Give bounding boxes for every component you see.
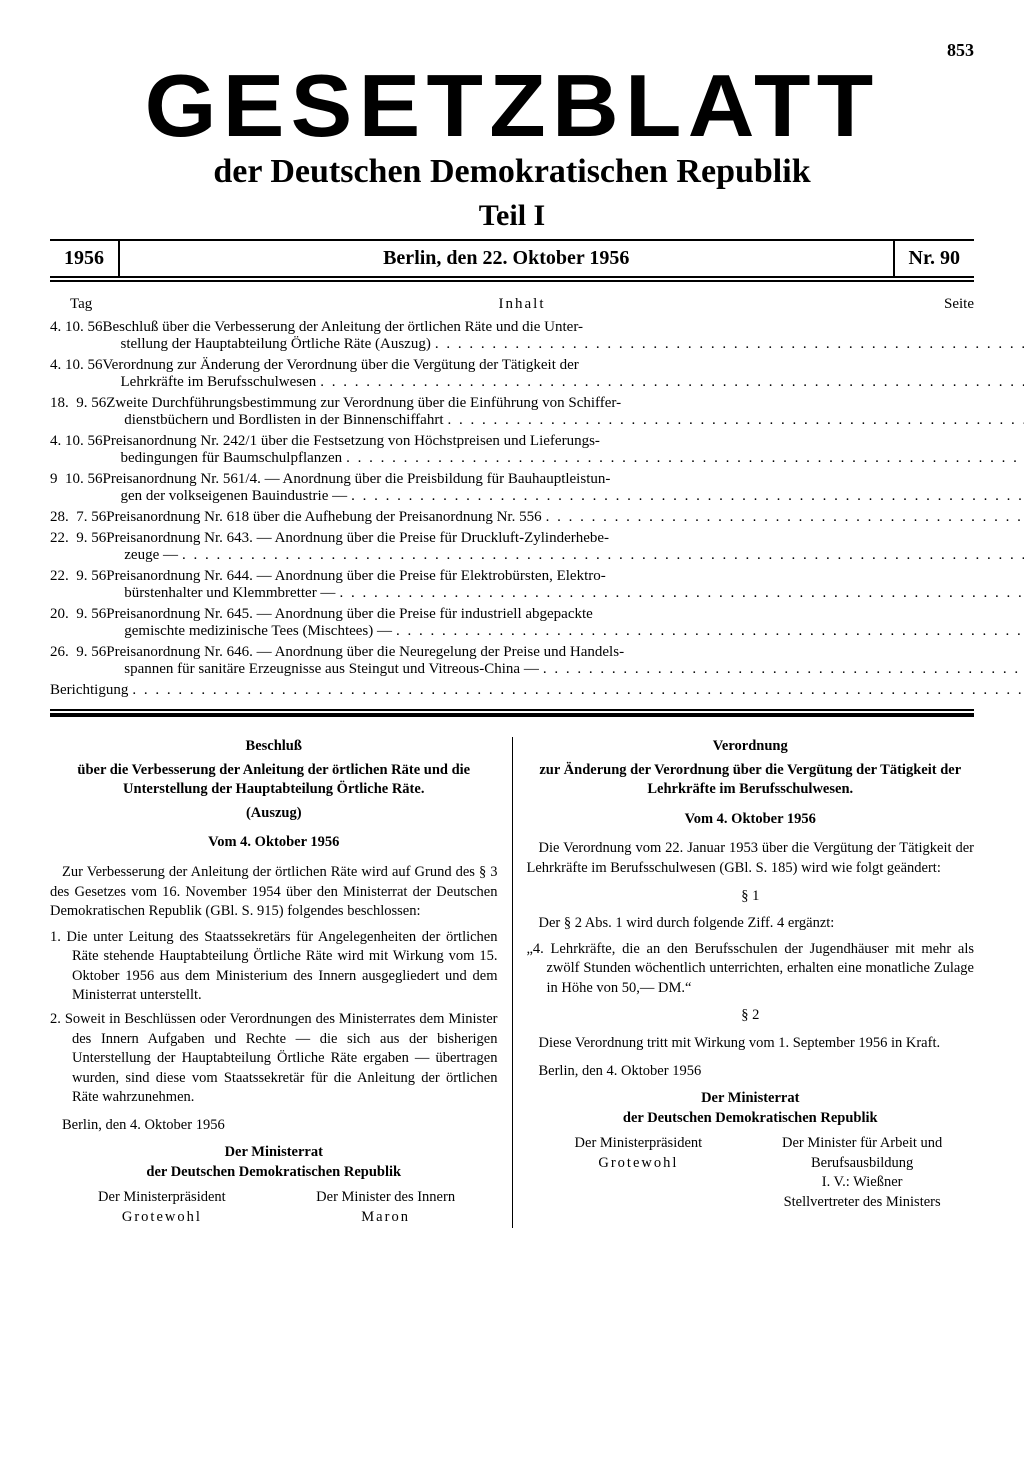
table-of-contents: Tag Inhalt Seite 4. 10. 56Beschluß über … bbox=[50, 296, 974, 699]
sig-title: Der Ministerpräsident bbox=[50, 1188, 274, 1208]
section-mark: § 1 bbox=[527, 887, 975, 907]
right-column: Verordnung zur Änderung der Verordnung ü… bbox=[513, 737, 975, 1227]
toc-title: Preisanordnung Nr. 646. — Anordnung über… bbox=[106, 644, 1024, 678]
toc-title: Verordnung zur Änderung der Verordnung ü… bbox=[103, 357, 1024, 391]
toc-row: 18. 9. 56Zweite Durchführungsbestimmung … bbox=[50, 395, 974, 429]
sig-line: Der Ministerrat bbox=[527, 1089, 975, 1109]
paragraph: Der § 2 Abs. 1 wird durch folgende Ziff.… bbox=[527, 914, 975, 934]
leader-dots: . . . . . . . . . . . . . . . . . . . . … bbox=[347, 488, 1024, 505]
masthead-subtitle: der Deutschen Demokratischen Republik bbox=[50, 153, 974, 191]
toc-row: 22. 9. 56Preisanordnung Nr. 644. — Anord… bbox=[50, 568, 974, 602]
leader-dots: . . . . . . . . . . . . . . . . . . . . … bbox=[316, 374, 1024, 391]
list-item: 2. Soweit in Beschlüssen oder Verordnung… bbox=[50, 1010, 498, 1108]
section-mark: § 2 bbox=[527, 1006, 975, 1026]
sig-title: Der Ministerpräsident bbox=[527, 1134, 751, 1154]
signature-org: Der Ministerrat der Deutschen Demokratis… bbox=[50, 1143, 498, 1182]
leader-dots: . . . . . . . . . . . . . . . . . . . . … bbox=[342, 450, 1024, 467]
masthead-part: Teil I bbox=[50, 199, 974, 233]
sig-name: Maron bbox=[274, 1208, 498, 1228]
list-item: 1. Die unter Leitung des Staatssekretärs… bbox=[50, 928, 498, 1006]
toc-col-date: Tag bbox=[50, 296, 140, 313]
article-kind: Verordnung bbox=[527, 737, 975, 757]
toc-row: 28. 7. 56Preisanordnung Nr. 618 über die… bbox=[50, 509, 974, 526]
article-title: über die Verbesserung der Anleitung der … bbox=[50, 761, 498, 800]
toc-col-content: Inhalt bbox=[140, 296, 904, 313]
sig-line: Der Ministerrat bbox=[50, 1143, 498, 1163]
toc-row: 20. 9. 56Preisanordnung Nr. 645. — Anord… bbox=[50, 606, 974, 640]
leader-dots: . . . . . . . . . . . . . . . . . . . . … bbox=[392, 623, 1024, 640]
article-date: Vom 4. Oktober 1956 bbox=[527, 810, 975, 830]
header-issue: Nr. 90 bbox=[893, 241, 974, 276]
toc-date: 18. 9. 56 bbox=[50, 395, 106, 412]
sig-name: Grotewohl bbox=[50, 1208, 274, 1228]
header-date: Berlin, den 22. Oktober 1956 bbox=[120, 241, 893, 276]
toc-row: Berichtigung . . . . . . . . . . . . . .… bbox=[50, 682, 974, 699]
header-bar: 1956 Berlin, den 22. Oktober 1956 Nr. 90 bbox=[50, 239, 974, 282]
toc-title: Berichtigung . . . . . . . . . . . . . .… bbox=[50, 682, 1024, 699]
toc-title: Preisanordnung Nr. 644. — Anordnung über… bbox=[106, 568, 1024, 602]
toc-title: Preisanordnung Nr. 643. — Anordnung über… bbox=[106, 530, 1024, 564]
toc-date: 20. 9. 56 bbox=[50, 606, 106, 623]
masthead-title: GESETZBLATT bbox=[27, 66, 997, 145]
leader-dots: . . . . . . . . . . . . . . . . . . . . … bbox=[335, 585, 1024, 602]
paragraph: Die Verordnung vom 22. Januar 1953 über … bbox=[527, 839, 975, 878]
toc-title: Beschluß über die Verbesserung der Anlei… bbox=[103, 319, 1024, 353]
sig-name: I. V.: Wießner bbox=[750, 1173, 974, 1193]
toc-col-page: Seite bbox=[904, 296, 974, 313]
article-excerpt-label: (Auszug) bbox=[50, 804, 498, 824]
sig-title: Der Minister des Innern bbox=[274, 1188, 498, 1208]
sig-line: der Deutschen Demokratischen Republik bbox=[527, 1109, 975, 1129]
article-title: zur Änderung der Verordnung über die Ver… bbox=[527, 761, 975, 800]
leader-dots: . . . . . . . . . . . . . . . . . . . . … bbox=[539, 661, 1024, 678]
article-date: Vom 4. Oktober 1956 bbox=[50, 833, 498, 853]
toc-row: 26. 9. 56Preisanordnung Nr. 646. — Anord… bbox=[50, 644, 974, 678]
signature-place: Berlin, den 4. Oktober 1956 bbox=[50, 1116, 498, 1136]
leader-dots: . . . . . . . . . . . . . . . . . . . . … bbox=[431, 336, 1024, 353]
paragraph: Diese Verordnung tritt mit Wirkung vom 1… bbox=[527, 1034, 975, 1054]
leader-dots: . . . . . . . . . . . . . . . . . . . . … bbox=[178, 547, 1024, 564]
toc-date: 28. 7. 56 bbox=[50, 509, 106, 526]
toc-title: Preisanordnung Nr. 618 über die Aufhebun… bbox=[106, 509, 1024, 526]
toc-date: 26. 9. 56 bbox=[50, 644, 106, 661]
quote-item: „4. Lehrkräfte, die an den Berufsschulen… bbox=[527, 940, 975, 999]
paragraph: Zur Verbesserung der Anleitung der örtli… bbox=[50, 863, 498, 922]
toc-title: Preisanordnung Nr. 242/1 über die Festse… bbox=[103, 433, 1024, 467]
body-columns: Beschluß über die Verbesserung der Anlei… bbox=[50, 737, 974, 1227]
toc-title: Zweite Durchführungsbestimmung zur Veror… bbox=[106, 395, 1024, 429]
article-kind: Beschluß bbox=[50, 737, 498, 757]
toc-date: 4. 10. 56 bbox=[50, 319, 103, 336]
sig-name: Grotewohl bbox=[527, 1154, 751, 1174]
toc-title: Preisanordnung Nr. 561/4. — Anordnung üb… bbox=[103, 471, 1024, 505]
toc-date: 4. 10. 56 bbox=[50, 433, 103, 450]
signature-org: Der Ministerrat der Deutschen Demokratis… bbox=[527, 1089, 975, 1128]
header-year: 1956 bbox=[50, 241, 120, 276]
signature-place: Berlin, den 4. Oktober 1956 bbox=[527, 1062, 975, 1082]
leader-dots: . . . . . . . . . . . . . . . . . . . . … bbox=[444, 412, 1024, 429]
toc-row: 4. 10. 56Verordnung zur Änderung der Ver… bbox=[50, 357, 974, 391]
toc-bottom-rule bbox=[50, 709, 974, 717]
toc-date: 22. 9. 56 bbox=[50, 530, 106, 547]
sig-title: Der Minister für Arbeit und Berufsausbil… bbox=[750, 1134, 974, 1173]
sig-sub: Stellvertreter des Ministers bbox=[750, 1193, 974, 1213]
leader-dots: . . . . . . . . . . . . . . . . . . . . … bbox=[128, 682, 1024, 699]
toc-date: 9 10. 56 bbox=[50, 471, 103, 488]
toc-row: 4. 10. 56Preisanordnung Nr. 242/1 über d… bbox=[50, 433, 974, 467]
leader-dots: . . . . . . . . . . . . . . . . . . . . … bbox=[542, 509, 1024, 526]
sig-line: der Deutschen Demokratischen Republik bbox=[50, 1163, 498, 1183]
toc-date: 22. 9. 56 bbox=[50, 568, 106, 585]
toc-date: 4. 10. 56 bbox=[50, 357, 103, 374]
signature-row: Der Ministerpräsident Grotewohl Der Mini… bbox=[527, 1134, 975, 1212]
toc-title: Preisanordnung Nr. 645. — Anordnung über… bbox=[106, 606, 1024, 640]
left-column: Beschluß über die Verbesserung der Anlei… bbox=[50, 737, 513, 1227]
toc-row: 9 10. 56Preisanordnung Nr. 561/4. — Anor… bbox=[50, 471, 974, 505]
signature-row: Der Ministerpräsident Grotewohl Der Mini… bbox=[50, 1188, 498, 1227]
toc-row: 22. 9. 56Preisanordnung Nr. 643. — Anord… bbox=[50, 530, 974, 564]
toc-row: 4. 10. 56Beschluß über die Verbesserung … bbox=[50, 319, 974, 353]
